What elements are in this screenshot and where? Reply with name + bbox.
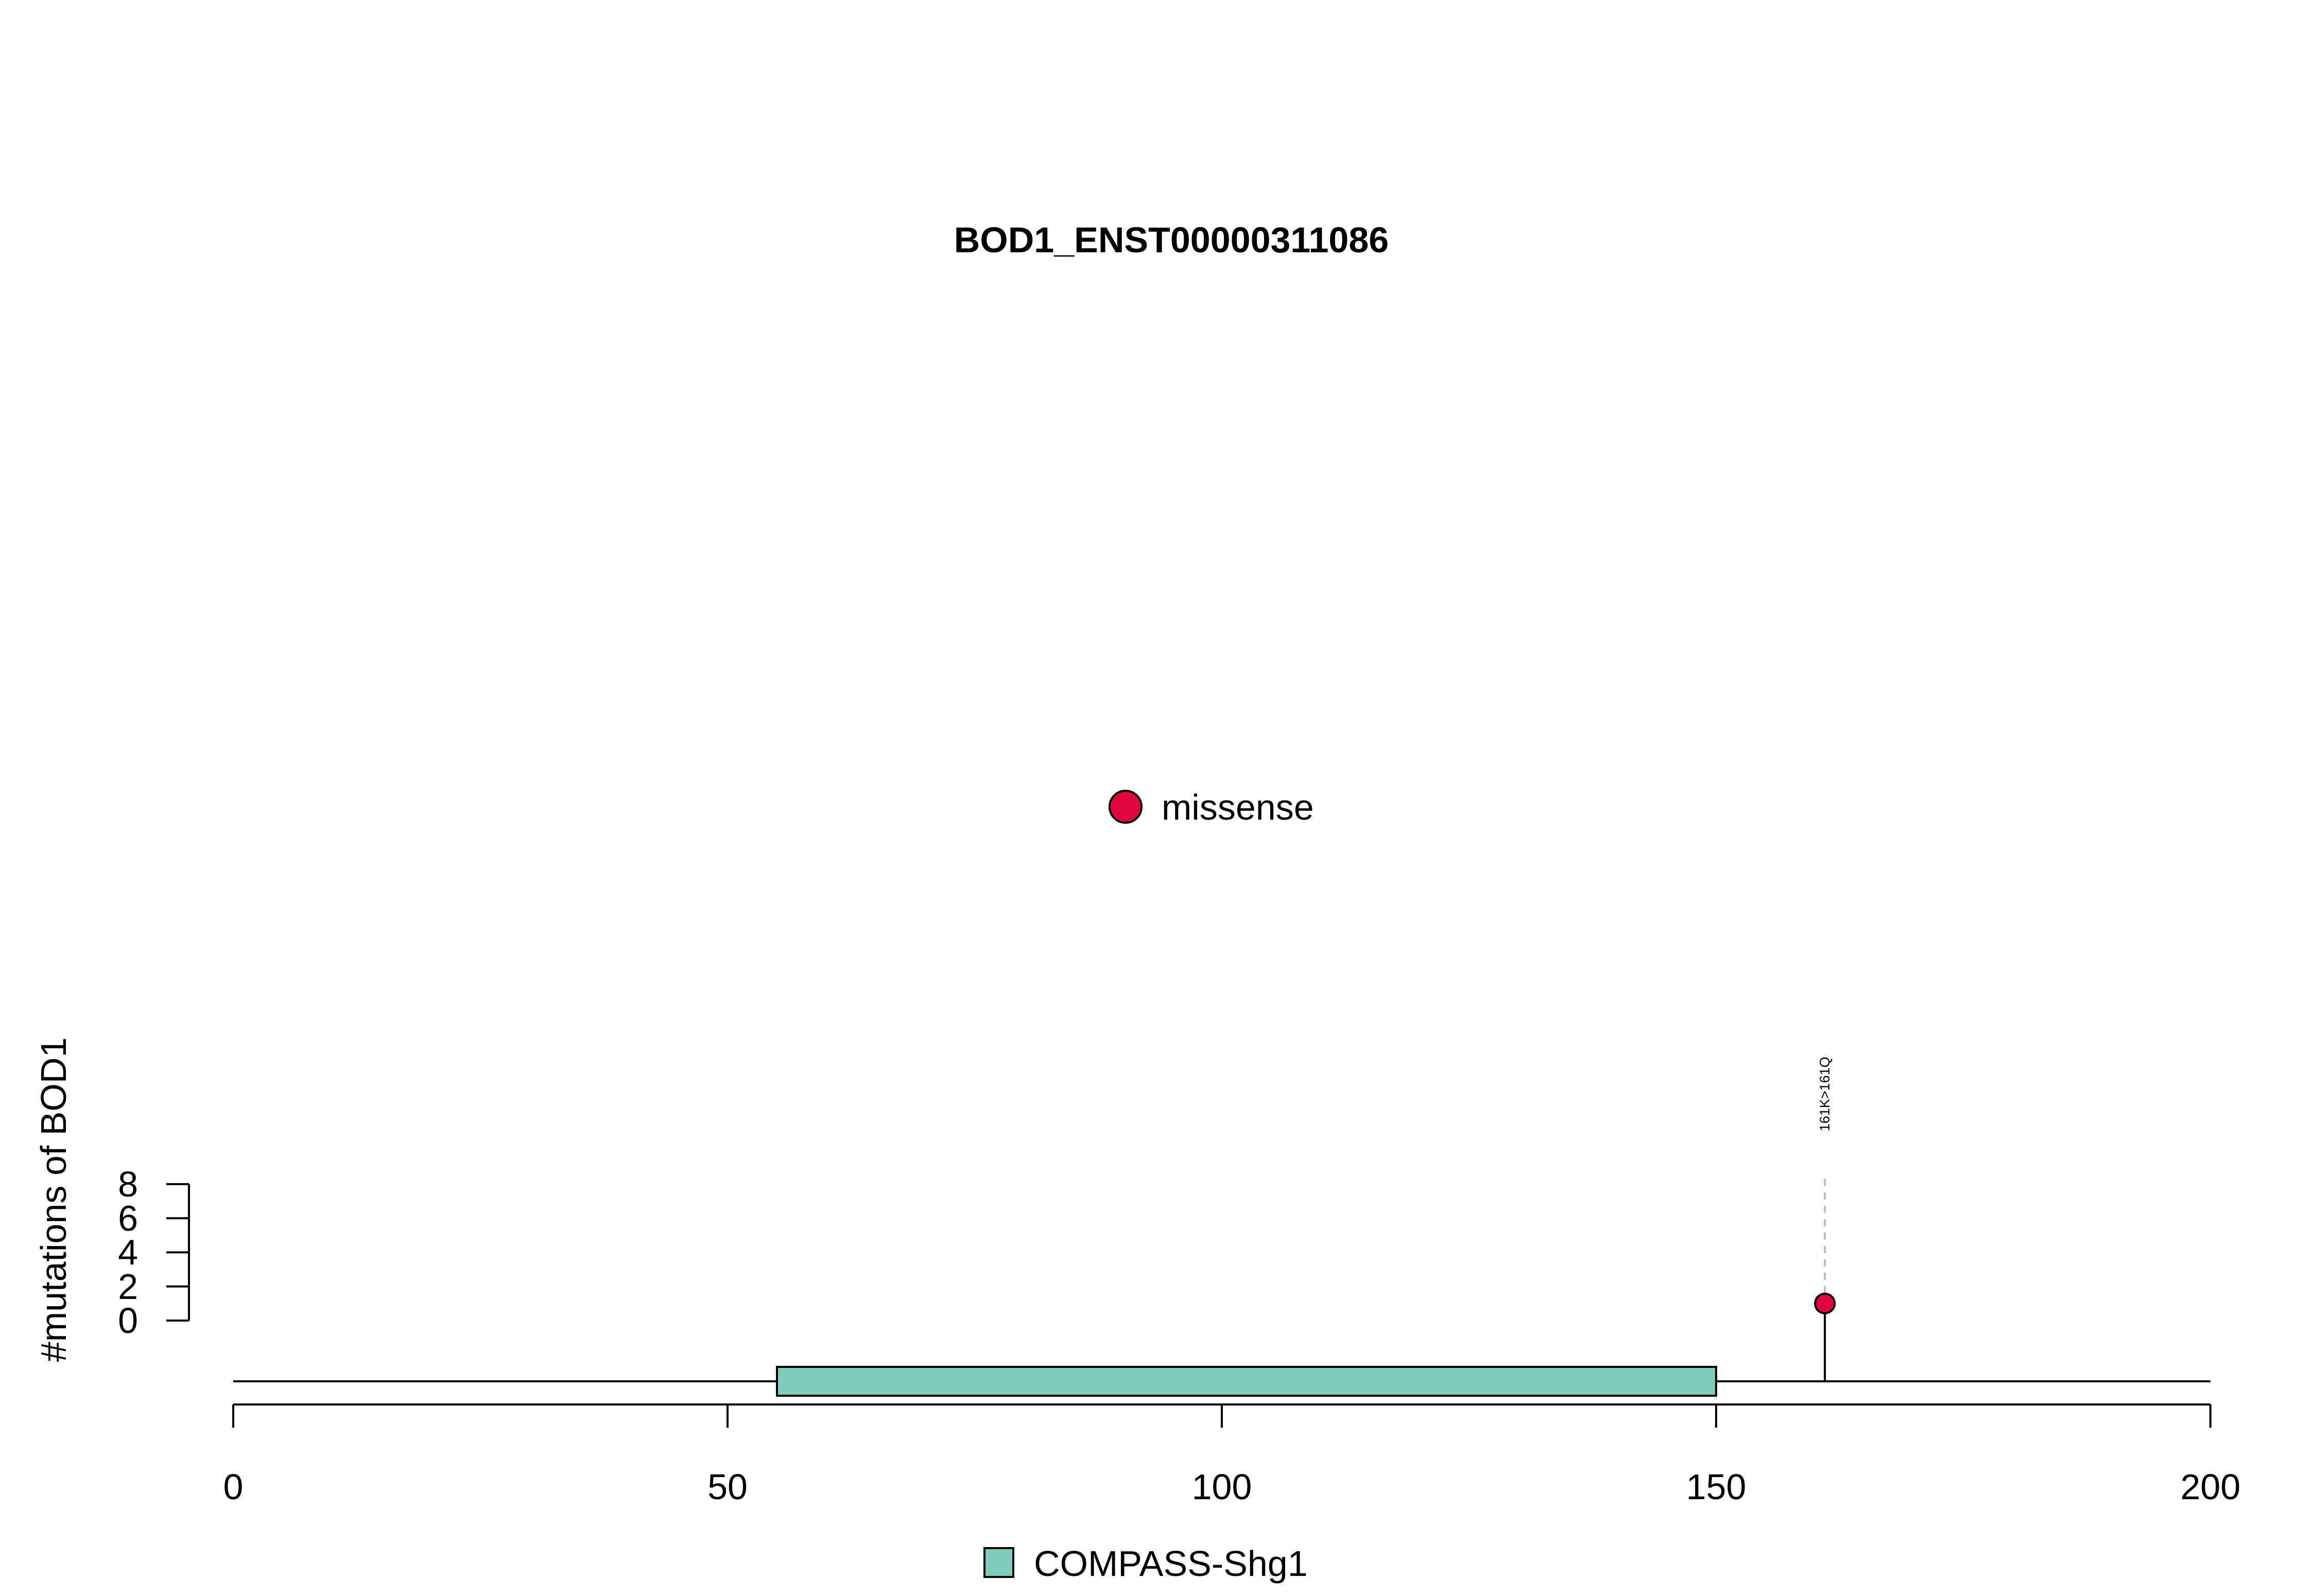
mutation-legend: missense xyxy=(1109,787,1314,827)
domain-track xyxy=(776,1366,1717,1397)
legend-swatch-domain xyxy=(983,1547,1014,1578)
legend-label-missense: missense xyxy=(1162,787,1314,827)
y-tick-label: 8 xyxy=(118,1164,138,1204)
legend-marker-missense xyxy=(1109,790,1143,824)
x-tick-label: 150 xyxy=(1686,1467,1747,1507)
x-tick-label: 100 xyxy=(1192,1467,1252,1507)
x-tick-label: 200 xyxy=(2181,1467,2241,1507)
x-tick-label: 0 xyxy=(223,1467,244,1507)
y-axis-label: #mutations of BOD1 xyxy=(33,1037,74,1362)
y-tick-label: 4 xyxy=(118,1233,138,1273)
y-tick-label: 0 xyxy=(118,1300,138,1341)
y-tick-label: 2 xyxy=(118,1267,138,1307)
x-axis: 0 50 100 150 200 xyxy=(223,1403,2241,1507)
mutation-label: 161K>161Q xyxy=(1817,1057,1832,1132)
domain-legend: COMPASS-Shg1 xyxy=(983,1543,1308,1584)
lollipop-head xyxy=(1814,1292,1836,1314)
y-tick-label: 6 xyxy=(118,1198,138,1238)
x-tick-label: 50 xyxy=(707,1467,748,1507)
chart-title: BOD1_ENST00000311086 xyxy=(954,220,1389,260)
legend-label-domain: COMPASS-Shg1 xyxy=(1034,1543,1308,1584)
mutation-lollipops: 161K>161Q xyxy=(1814,1057,1836,1381)
domain-rect xyxy=(776,1366,1717,1397)
